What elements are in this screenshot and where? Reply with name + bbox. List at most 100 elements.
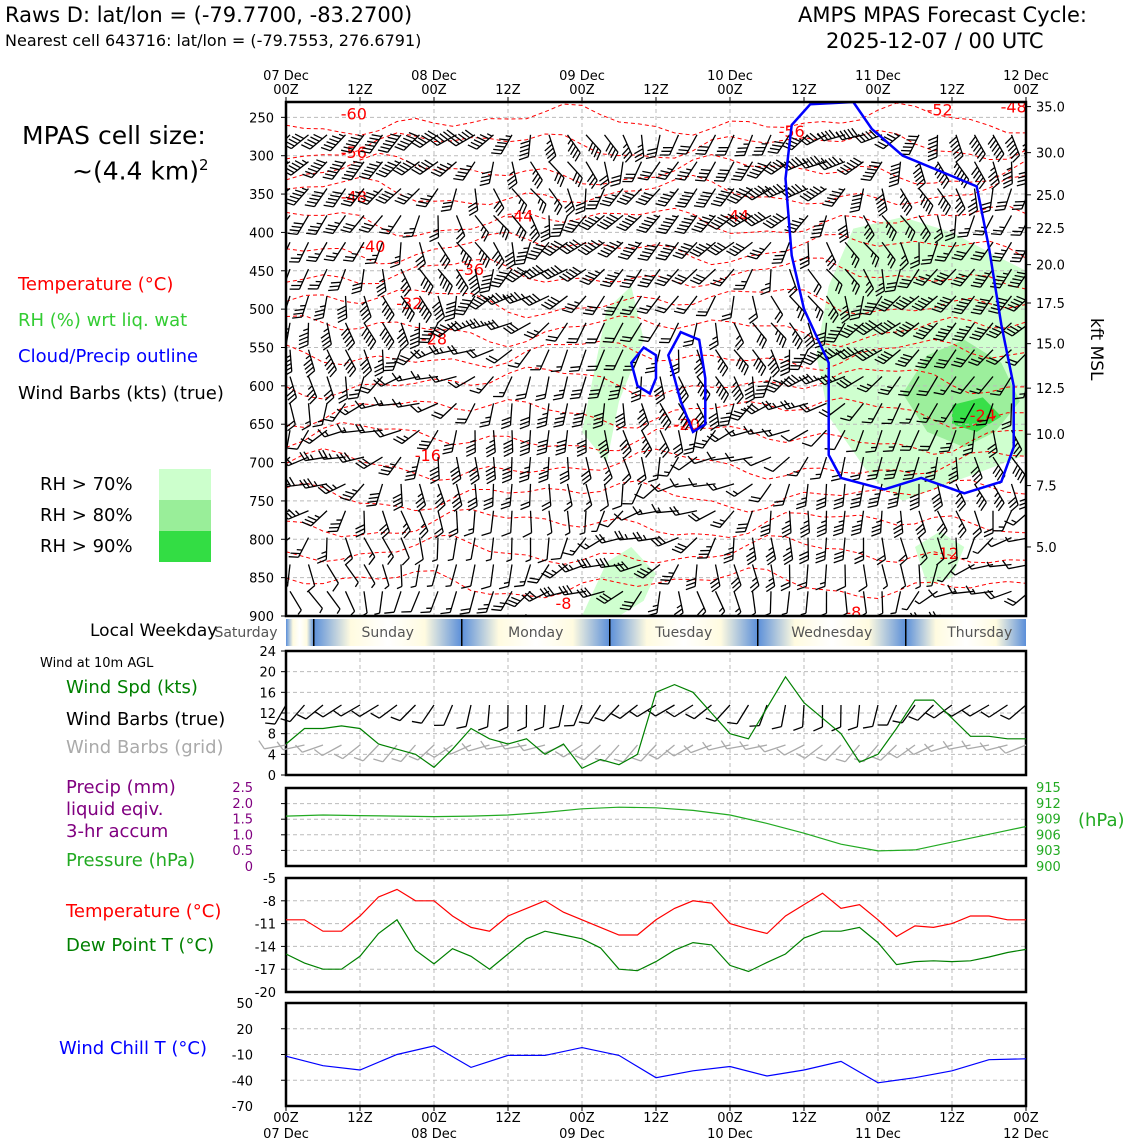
wind-barb [599, 161, 610, 190]
barb-half [940, 416, 947, 420]
barb-staff [750, 456, 772, 467]
barb-flag [665, 217, 676, 221]
barb-flag [639, 254, 650, 258]
wind-barb [683, 430, 698, 455]
barb-flag [710, 221, 721, 228]
barb-staff [486, 704, 491, 727]
barb-half [934, 163, 940, 169]
barb-flag [555, 447, 566, 452]
barb-flag [313, 316, 324, 321]
barb-flag [480, 286, 491, 290]
isotherm-line [286, 479, 1026, 513]
barb-staff [673, 744, 694, 757]
barb-flag [258, 740, 265, 750]
barb-flag [915, 278, 926, 283]
wind-barb [375, 188, 402, 204]
wind-barb [429, 215, 440, 243]
barb-half [727, 213, 733, 218]
barb-flag [359, 423, 366, 433]
barb-flag [815, 505, 826, 511]
barb-flag [322, 343, 332, 351]
barb-flag [578, 224, 588, 231]
barb-flag [414, 558, 424, 566]
barb-flag [354, 400, 362, 409]
wind-barb [323, 241, 347, 262]
barb-staff [1030, 403, 1037, 424]
barb-flag [798, 405, 807, 413]
barb-flag [642, 251, 653, 255]
barb-flag [602, 199, 613, 204]
barb-flag [887, 256, 894, 266]
barb-staff [969, 704, 990, 717]
station-title: Raws D: lat/lon = (-79.7700, -83.2700) [5, 3, 413, 27]
barb-flag [834, 550, 844, 556]
barb-half [439, 347, 444, 353]
barb-half [735, 607, 740, 613]
wind-barb [468, 456, 480, 485]
wind-barb [675, 161, 698, 181]
barb-staff [966, 537, 976, 559]
barb-flag [754, 213, 763, 221]
barb-flag [905, 207, 913, 216]
wind-barb [653, 376, 666, 405]
barb-half [505, 135, 512, 138]
wind-barb [500, 403, 513, 430]
wind-barb [612, 483, 624, 510]
barb-flag [345, 143, 356, 147]
barb-flag [883, 477, 894, 480]
barb-flag [719, 169, 730, 172]
wind-barb [708, 322, 719, 351]
top-date-label: 11 Dec [855, 69, 901, 84]
wind-barb [286, 403, 296, 432]
barb-flag [638, 416, 647, 424]
barb-flag [969, 390, 980, 395]
barb-flag [657, 199, 668, 204]
barb-flag [603, 473, 612, 482]
barb-flag [343, 358, 351, 367]
barb-flag [886, 225, 892, 236]
wind-barb [610, 161, 624, 187]
barb-flag [655, 257, 666, 261]
barb-staff [418, 537, 424, 560]
barb-flag [1006, 328, 1016, 335]
barb-flag [294, 160, 305, 166]
barb-flag [553, 393, 564, 397]
barb-half [976, 388, 982, 392]
barb-flag [689, 251, 699, 257]
barb-flag [798, 376, 807, 385]
barb-flag [989, 139, 997, 149]
barb-flag [306, 259, 317, 262]
wind-barb [849, 295, 865, 321]
barb-flag [535, 393, 546, 398]
barb-flag [528, 295, 537, 303]
barb-flag [636, 229, 647, 233]
barb-flag [695, 442, 706, 446]
barb-flag [459, 284, 467, 293]
barb-half [638, 408, 644, 414]
barb-flag [793, 357, 804, 360]
barb-flag [938, 358, 949, 362]
barb-flag [559, 470, 569, 477]
barb-flag [824, 349, 834, 357]
barb-half [351, 252, 358, 255]
barb-half [731, 430, 736, 436]
barb-flag [522, 532, 532, 538]
barb-half [398, 401, 403, 407]
barb-flag [570, 393, 581, 396]
wind-barb [912, 161, 926, 190]
wind-barb [645, 134, 661, 160]
barb-flag [444, 282, 451, 292]
wind-barb [731, 161, 754, 182]
barb-flag [416, 259, 425, 267]
barb-flag [780, 367, 790, 373]
barb-flag [565, 271, 575, 278]
barb-flag [672, 443, 682, 451]
barb-flag [435, 312, 444, 321]
barb-flag [421, 134, 431, 142]
barb-flag [903, 473, 914, 477]
barb-half [919, 192, 924, 199]
barb-flag [728, 218, 738, 226]
barb-flag [567, 222, 578, 227]
wind-barb [619, 295, 643, 316]
barb-half [768, 577, 774, 582]
